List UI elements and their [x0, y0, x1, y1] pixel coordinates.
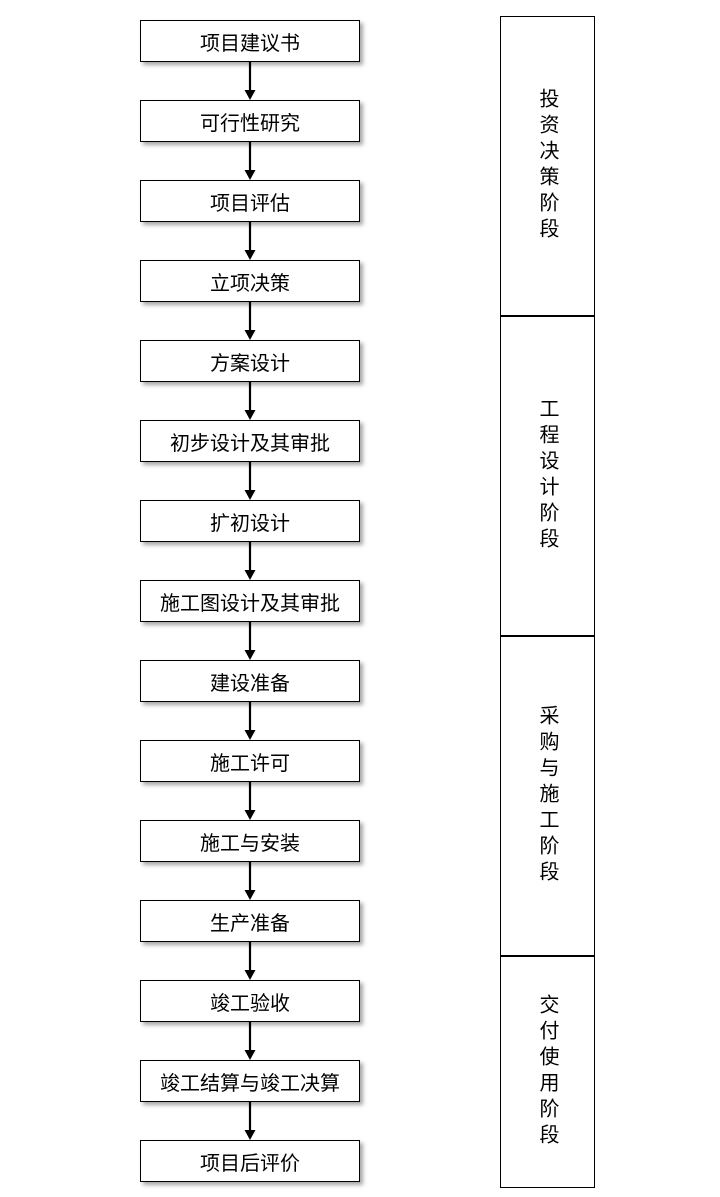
arrow-n4-n5 [240, 302, 260, 340]
arrow-n12-n13 [240, 942, 260, 980]
flow-node-n2: 可行性研究 [140, 100, 360, 142]
arrow-n10-n11 [240, 782, 260, 820]
flow-node-label: 项目建议书 [200, 27, 300, 56]
phase-label: 采购与施工阶段 [533, 705, 562, 887]
flow-node-label: 建设准备 [210, 667, 290, 696]
flow-node-label: 施工许可 [210, 747, 290, 776]
flow-node-n12: 生产准备 [140, 900, 360, 942]
flow-node-n14: 竣工结算与竣工决算 [140, 1060, 360, 1102]
flow-node-n3: 项目评估 [140, 180, 360, 222]
arrow-n7-n8 [240, 542, 260, 580]
flow-node-n1: 项目建议书 [140, 20, 360, 62]
arrow-n11-n12 [240, 862, 260, 900]
flow-node-label: 方案设计 [210, 347, 290, 376]
flow-node-n10: 施工许可 [140, 740, 360, 782]
flow-node-n5: 方案设计 [140, 340, 360, 382]
arrow-n3-n4 [240, 222, 260, 260]
phase-label: 工程设计阶段 [533, 398, 562, 554]
arrow-n1-n2 [240, 62, 260, 100]
flow-node-label: 立项决策 [210, 267, 290, 296]
flow-node-label: 施工图设计及其审批 [160, 587, 340, 616]
flow-node-label: 施工与安装 [200, 827, 300, 856]
flow-node-n6: 初步设计及其审批 [140, 420, 360, 462]
arrow-n6-n7 [240, 462, 260, 500]
flow-node-label: 初步设计及其审批 [170, 427, 330, 456]
phase-box-p1: 投资决策阶段 [500, 16, 595, 316]
flow-node-n4: 立项决策 [140, 260, 360, 302]
flow-node-n13: 竣工验收 [140, 980, 360, 1022]
arrow-n5-n6 [240, 382, 260, 420]
flow-node-label: 生产准备 [210, 907, 290, 936]
phase-box-p3: 采购与施工阶段 [500, 636, 595, 956]
phase-box-p4: 交付使用阶段 [500, 956, 595, 1188]
flowchart-canvas: 项目建议书可行性研究项目评估立项决策方案设计初步设计及其审批扩初设计施工图设计及… [0, 0, 720, 1197]
arrow-n8-n9 [240, 622, 260, 660]
flow-node-label: 扩初设计 [210, 507, 290, 536]
flow-node-n15: 项目后评价 [140, 1140, 360, 1182]
flow-node-label: 竣工结算与竣工决算 [160, 1067, 340, 1096]
phase-label: 投资决策阶段 [533, 88, 562, 244]
flow-node-label: 可行性研究 [200, 107, 300, 136]
flow-node-label: 项目后评价 [200, 1147, 300, 1176]
flow-node-label: 竣工验收 [210, 987, 290, 1016]
arrow-n13-n14 [240, 1022, 260, 1060]
phase-box-p2: 工程设计阶段 [500, 316, 595, 636]
flow-node-label: 项目评估 [210, 187, 290, 216]
arrow-n14-n15 [240, 1102, 260, 1140]
flow-node-n7: 扩初设计 [140, 500, 360, 542]
arrow-n9-n10 [240, 702, 260, 740]
arrow-n2-n3 [240, 142, 260, 180]
flow-node-n11: 施工与安装 [140, 820, 360, 862]
flow-node-n8: 施工图设计及其审批 [140, 580, 360, 622]
flow-node-n9: 建设准备 [140, 660, 360, 702]
phase-label: 交付使用阶段 [533, 994, 562, 1150]
